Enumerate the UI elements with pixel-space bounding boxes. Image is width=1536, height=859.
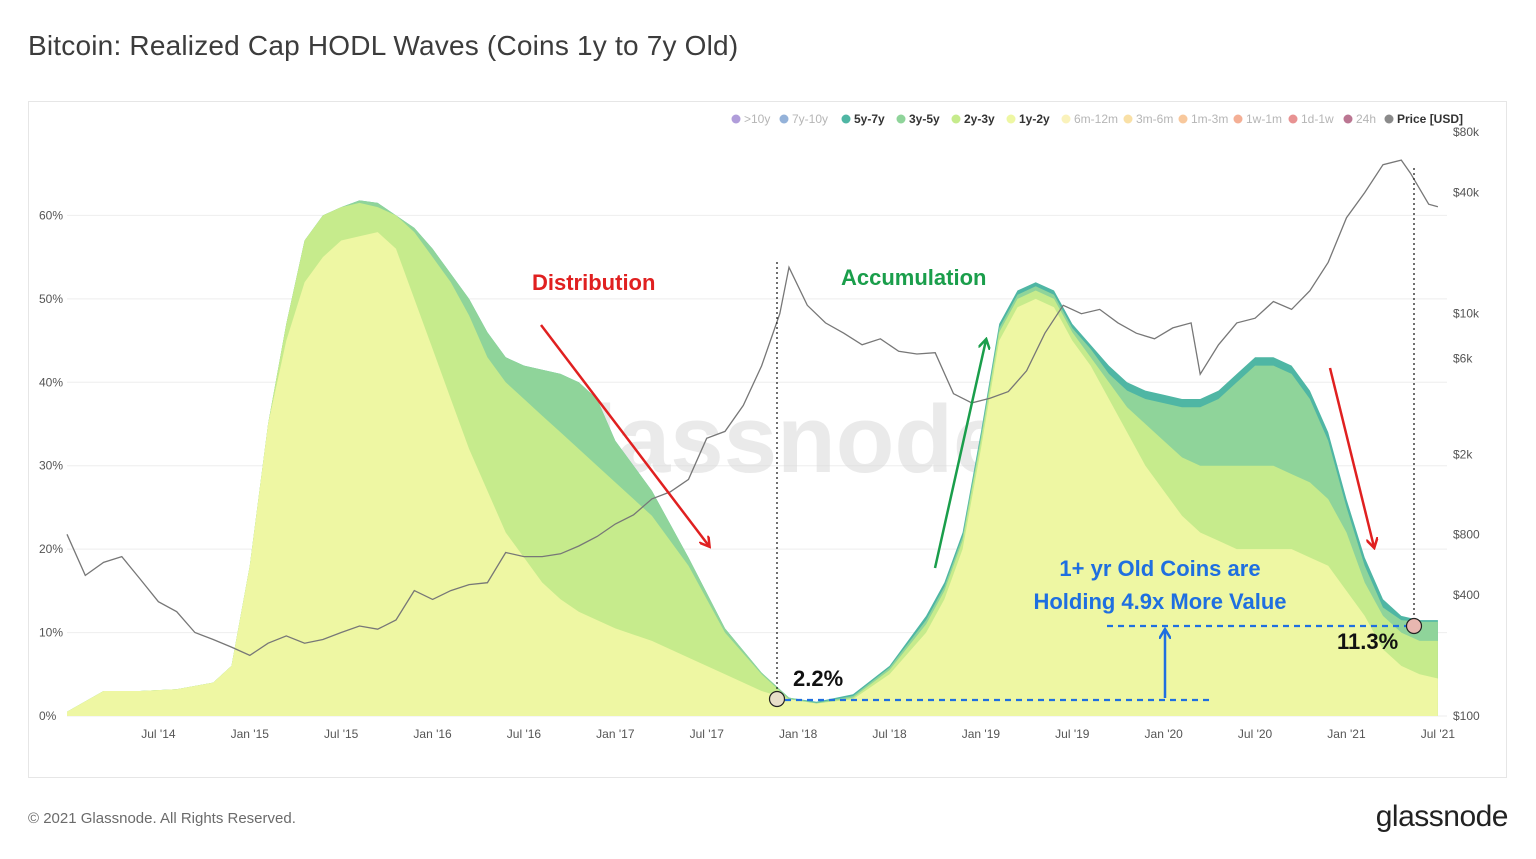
legend-dot	[1288, 114, 1298, 124]
legend-dot	[779, 114, 789, 124]
legend-dot	[841, 114, 851, 124]
annotation-old-coins-line2: Holding 4.9x More Value	[1033, 589, 1286, 614]
legend-label: 1y-2y	[1019, 112, 1050, 126]
hodl-waves-chart: glassnode 0%10%20%30%40%50%60%$100$400$8…	[39, 112, 1480, 741]
y-right-tick-label: $10k	[1453, 307, 1480, 321]
legend-label: 2y-3y	[964, 112, 995, 126]
annotation-old-coins-line1: 1+ yr Old Coins are	[1059, 556, 1260, 581]
y-left-tick-label: 0%	[39, 709, 57, 723]
y-right-tick-label: $6k	[1453, 351, 1473, 365]
legend-dot	[1061, 114, 1071, 124]
x-tick-label: Jul '14	[141, 727, 176, 741]
legend-item-price-usd-[interactable]: Price [USD]	[1384, 112, 1464, 126]
legend-label: 5y-7y	[854, 112, 885, 126]
legend-label: 3m-6m	[1136, 112, 1173, 126]
x-tick-label: Jan '21	[1327, 727, 1366, 741]
legend-item-1d-1w[interactable]: 1d-1w	[1288, 112, 1335, 126]
y-left-tick-label: 10%	[39, 626, 63, 640]
legend-label: 24h	[1356, 112, 1376, 126]
chart-legend[interactable]: Price [USD] 24h 1d-1w 1w-1m 1m-3m 3m-6m 6m-12m…	[731, 112, 1464, 126]
y-right-tick-label: $80k	[1453, 125, 1480, 139]
accumulation-arrow	[933, 340, 986, 569]
legend-label: >10y	[744, 112, 770, 126]
legend-dot	[951, 114, 961, 124]
legend-item--10y[interactable]: >10y	[731, 112, 771, 126]
legend-item-1m-3m[interactable]: 1m-3m	[1178, 112, 1229, 126]
annotations: Distribution Accumulation 2.2% 11.3% 1+ yr O…	[532, 168, 1423, 708]
legend-item-6m-12m[interactable]: 6m-12m	[1061, 112, 1119, 126]
y-left-tick-label: 20%	[39, 542, 63, 556]
legend-dot	[1233, 114, 1243, 124]
x-tick-label: Jan '18	[779, 727, 818, 741]
y-right-tick-label: $2k	[1453, 447, 1473, 461]
legend-dot	[1178, 114, 1188, 124]
x-tick-label: Jul '18	[872, 727, 907, 741]
area-1y-2y	[67, 232, 1438, 716]
marker-circle-current	[1405, 617, 1423, 635]
price-line	[66, 159, 1439, 657]
annotation-distribution: Distribution	[532, 270, 655, 295]
annotation-accumulation: Accumulation	[841, 265, 986, 290]
x-tick-label: Jan '15	[231, 727, 270, 741]
decline-arrow	[1328, 367, 1374, 547]
legend-item-2y-3y[interactable]: 2y-3y	[951, 112, 996, 126]
x-tick-label: Jul '21	[1421, 727, 1456, 741]
legend-label: 6m-12m	[1074, 112, 1118, 126]
brand-logo: glassnode	[1375, 800, 1509, 833]
y-right-tick-label: $100	[1453, 709, 1480, 723]
legend-item-3m-6m[interactable]: 3m-6m	[1123, 112, 1174, 126]
x-tick-label: Jan '16	[413, 727, 452, 741]
legend-dot	[1123, 114, 1133, 124]
price-series	[66, 159, 1439, 657]
y-left-tick-label: 60%	[39, 208, 63, 222]
legend-item-1w-1m[interactable]: 1w-1m	[1233, 112, 1283, 126]
annotation-2-2-percent: 2.2%	[793, 666, 843, 691]
copyright-footer: © 2021 Glassnode. All Rights Reserved.	[28, 810, 296, 827]
legend-dot	[1006, 114, 1016, 124]
axes: 0% 10% 20% 30% 40% 50% 60% $100 $400 $800 $2k $6k $1…	[39, 125, 1480, 741]
legend-label: 3y-5y	[909, 112, 940, 126]
legend-label: 7y-10y	[792, 112, 828, 126]
legend-item-1y-2y[interactable]: 1y-2y	[1006, 112, 1051, 126]
legend-item-3y-5y[interactable]: 3y-5y	[896, 112, 941, 126]
x-tick-label: Jan '20	[1145, 727, 1184, 741]
x-tick-label: Jul '17	[690, 727, 725, 741]
y-left-tick-label: 40%	[39, 375, 63, 389]
legend-label: 1w-1m	[1246, 112, 1282, 126]
legend-label: 1m-3m	[1191, 112, 1228, 126]
area-series	[67, 200, 1438, 716]
x-tick-label: Jul '20	[1238, 727, 1273, 741]
distribution-arrow	[540, 324, 709, 546]
y-right-tick-label: $800	[1453, 527, 1480, 541]
legend-dot	[896, 114, 906, 124]
y-left-tick-label: 30%	[39, 459, 63, 473]
x-tick-label: Jul '16	[507, 727, 542, 741]
legend-item-5y-7y[interactable]: 5y-7y	[841, 112, 886, 126]
x-tick-label: Jul '19	[1055, 727, 1090, 741]
legend-item-7y-10y[interactable]: 7y-10y	[779, 112, 829, 126]
legend-label: Price [USD]	[1397, 112, 1463, 126]
annotation-11-3-percent: 11.3%	[1337, 629, 1398, 654]
x-tick-label: Jul '15	[324, 727, 359, 741]
y-right-tick-label: $400	[1453, 588, 1480, 602]
legend-item-24h[interactable]: 24h	[1343, 112, 1377, 126]
legend-dot	[1384, 114, 1394, 124]
marker-circle-low	[768, 690, 786, 708]
page-title: Bitcoin: Realized Cap HODL Waves (Coins …	[28, 30, 739, 61]
x-tick-label: Jan '19	[962, 727, 1001, 741]
legend-dot	[731, 114, 741, 124]
legend-dot	[1343, 114, 1353, 124]
y-left-tick-label: 50%	[39, 292, 63, 306]
chart-container: glassnode 0% 10% 20% 30% 40% 50% 60% $100 $400 $8…	[28, 101, 1507, 778]
y-right-tick-label: $40k	[1453, 186, 1480, 200]
x-tick-label: Jan '17	[596, 727, 635, 741]
legend-label: 1d-1w	[1301, 112, 1334, 126]
